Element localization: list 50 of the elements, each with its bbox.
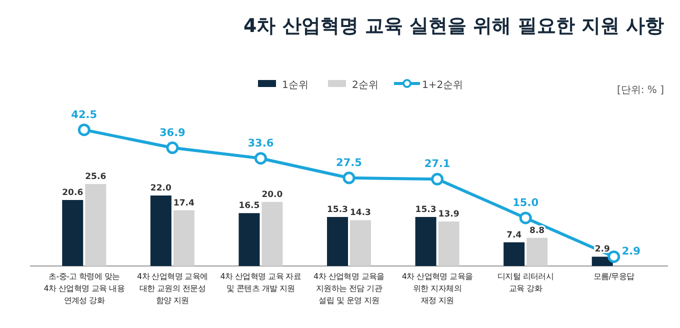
data-label: 27.1 <box>424 158 450 170</box>
data-label: 33.6 <box>248 137 274 150</box>
point <box>519 212 532 224</box>
chart-title: 4차 산업혁명 교육 실현을 위해 필요한 지원 사항 <box>243 15 664 37</box>
x-tick-label: 4차 산업혁명 교육을 위한 지자체의 재정 지원 <box>402 272 474 305</box>
bar <box>438 221 460 266</box>
data-label: 36.9 <box>159 126 186 139</box>
data-label: 22.0 <box>150 184 172 194</box>
data-label: 42.5 <box>71 108 98 121</box>
x-tick-label: 4차 산업혁명 교육 자료 및 콘텐츠 개발 지원 <box>220 272 302 293</box>
point <box>254 152 267 165</box>
data-label: 25.6 <box>85 172 106 182</box>
bar <box>327 216 348 266</box>
data-label: 8.8 <box>530 226 545 236</box>
bar <box>238 213 260 266</box>
data-label: 20.0 <box>262 190 283 200</box>
data-label: 7.4 <box>506 230 522 240</box>
bar <box>173 210 194 266</box>
bar <box>85 184 106 266</box>
bar <box>526 238 548 266</box>
bar <box>504 242 525 266</box>
data-label: 2.9 <box>622 246 640 258</box>
point <box>166 142 179 154</box>
point <box>431 172 444 186</box>
data-label: 15.3 <box>327 204 348 215</box>
legend-label: 1+2순위 <box>422 80 464 91</box>
data-label: 14.3 <box>350 208 372 218</box>
point <box>608 250 620 263</box>
data-label: 16.5 <box>238 201 260 212</box>
data-label: 20.6 <box>62 188 84 198</box>
x-tick-label: 4차 산업혁명 교육을 지원하는 전담 기관 설립 및 운영 지원 <box>314 272 385 305</box>
x-tick-label: 모름/무응답 <box>593 272 635 281</box>
x-tick-label: 디지털 리터러시 교육 강화 <box>497 272 554 293</box>
point <box>78 124 90 136</box>
legend-label: 2순위 <box>352 80 378 91</box>
data-label: 13.9 <box>438 209 460 220</box>
bar <box>150 196 172 266</box>
x-tick-label: 초-중-고 학령에 맞는 4차 산업혁명 교육 내용 연계성 강화 <box>44 272 125 305</box>
bar <box>62 200 84 266</box>
text: [단위: % ] <box>616 85 664 96</box>
bar <box>415 216 436 266</box>
bar <box>350 220 371 266</box>
point <box>342 172 356 184</box>
legend-label: 1순위 <box>282 80 308 91</box>
bar <box>262 202 283 266</box>
x-tick-label: 4차 산업혁명 교육에 대한 교원의 전문성 함양 지원 <box>136 272 208 305</box>
data-label: 15.0 <box>512 196 539 209</box>
data-label: 17.4 <box>173 198 194 208</box>
data-label: 27.5 <box>336 156 362 169</box>
data-label: 15.3 <box>415 204 436 215</box>
